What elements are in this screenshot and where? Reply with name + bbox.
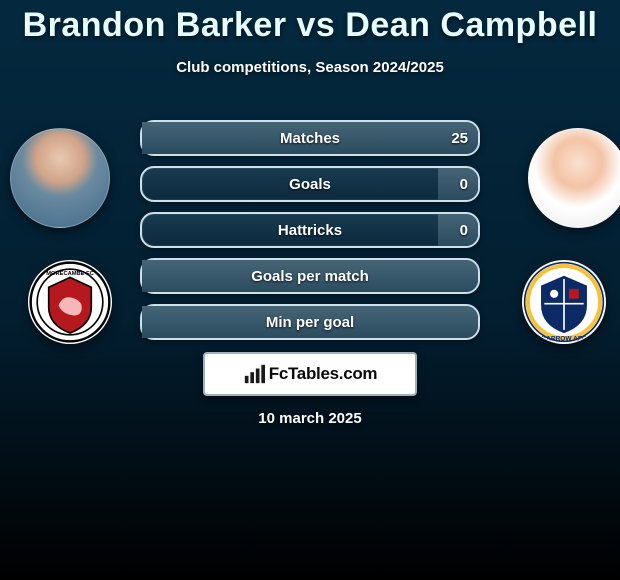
club-left-badge: MORECAMBE FC <box>28 260 112 344</box>
stat-row-goals-per-match: Goals per match <box>140 258 480 294</box>
stat-row-goals: Goals 0 <box>140 166 480 202</box>
subtitle: Club competitions, Season 2024/2025 <box>0 59 620 76</box>
bar-chart-icon <box>243 363 265 385</box>
svg-text:BARROW AFC: BARROW AFC <box>541 336 586 343</box>
svg-text:MORECAMBE FC: MORECAMBE FC <box>46 271 93 277</box>
stat-label: Hattricks <box>278 222 342 239</box>
stat-right-value <box>458 260 478 292</box>
stat-right-value: 25 <box>441 122 478 154</box>
stat-left-value <box>142 168 162 200</box>
stat-right-value <box>458 306 478 338</box>
branding-box[interactable]: FcTables.com <box>203 352 417 396</box>
player-right-avatar <box>528 128 620 228</box>
stat-row-hattricks: Hattricks 0 <box>140 212 480 248</box>
stat-right-value: 0 <box>450 168 478 200</box>
stat-row-matches: Matches 25 <box>140 120 480 156</box>
branding-text: FcTables.com <box>269 364 378 384</box>
footer-date: 10 march 2025 <box>0 410 620 427</box>
stat-left-value <box>142 260 162 292</box>
stat-label: Goals per match <box>251 268 369 285</box>
stat-label: Min per goal <box>266 314 354 331</box>
club-right-badge: BARROW AFC <box>522 260 606 344</box>
club-right-badge-svg: BARROW AFC <box>523 261 605 343</box>
stats-block: Matches 25 Goals 0 Hattricks 0 Goals per… <box>140 120 480 350</box>
comparison-card: Brandon Barker vs Dean Campbell Club com… <box>0 0 620 580</box>
stat-label: Goals <box>289 176 331 193</box>
stat-right-value: 0 <box>450 214 478 246</box>
stat-left-value <box>142 306 162 338</box>
player-left-avatar <box>10 128 110 228</box>
stat-label: Matches <box>280 130 340 147</box>
club-left-badge-svg: MORECAMBE FC <box>29 261 111 343</box>
stat-left-value <box>142 214 162 246</box>
stat-left-value <box>142 122 162 154</box>
stat-row-min-per-goal: Min per goal <box>140 304 480 340</box>
page-title: Brandon Barker vs Dean Campbell <box>0 0 620 45</box>
